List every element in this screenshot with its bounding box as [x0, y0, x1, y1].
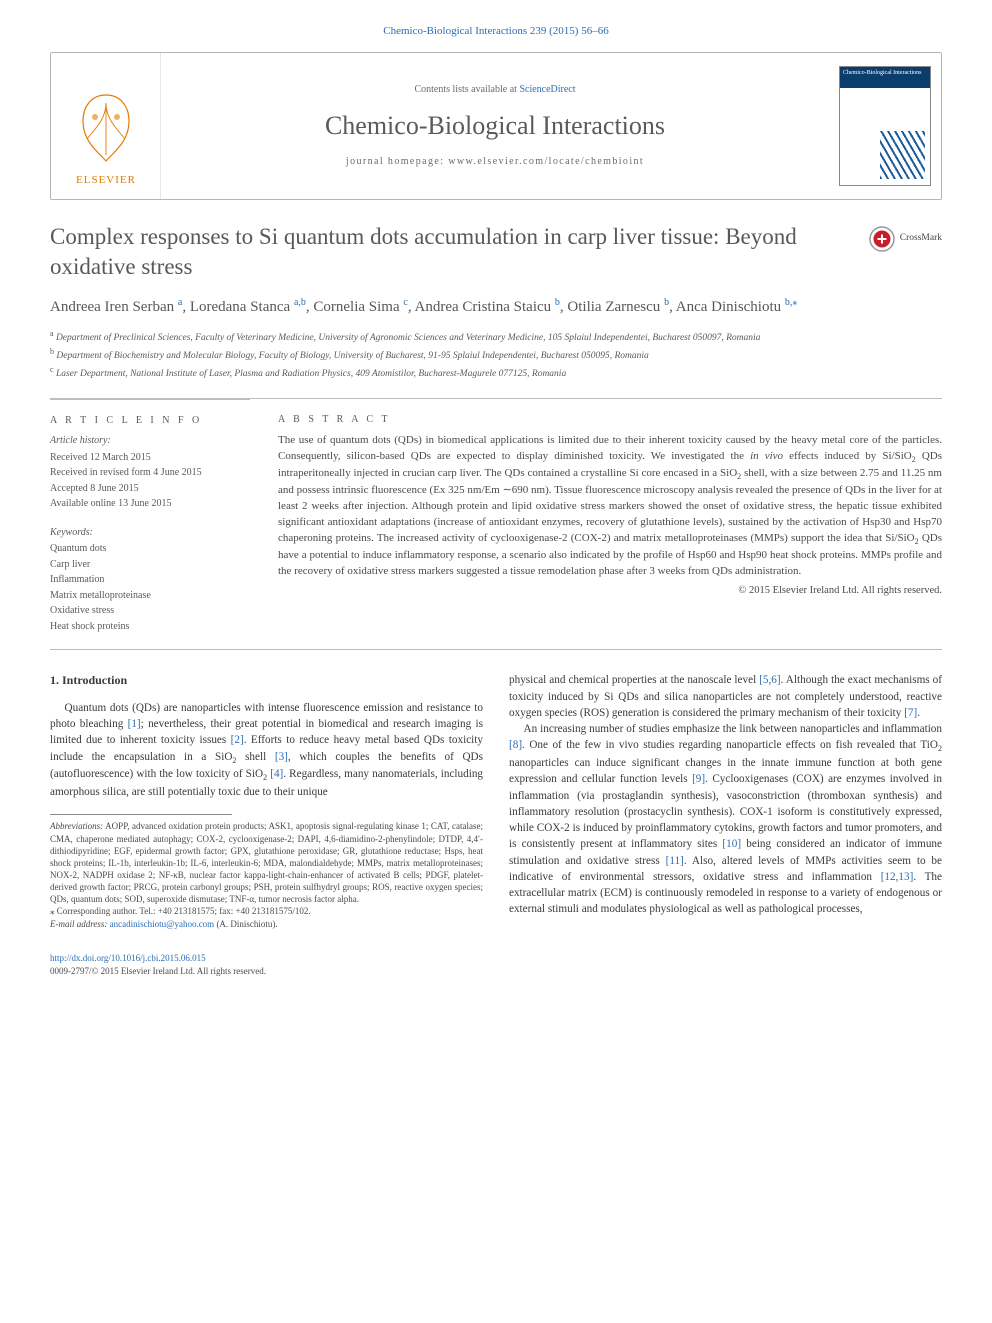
- article-info-heading: A R T I C L E I N F O: [50, 414, 250, 429]
- history-lines: Received 12 March 2015 Received in revis…: [50, 451, 250, 512]
- abbr-label: Abbreviations:: [50, 821, 103, 831]
- citation-link[interactable]: [7]: [904, 707, 917, 719]
- issn-line: 0009-2797/© 2015 Elsevier Ireland Ltd. A…: [50, 966, 266, 976]
- author-list: Andreea Iren Serban a, Loredana Stanca a…: [50, 295, 942, 319]
- author: Loredana Stanca a,b: [190, 299, 306, 315]
- journal-masthead: ELSEVIER Contents lists available at Sci…: [50, 52, 942, 200]
- keyword: Heat shock proteins: [50, 620, 250, 635]
- article-info-left: A R T I C L E I N F O Article history: R…: [50, 399, 250, 636]
- keyword: Carp liver: [50, 558, 250, 573]
- abstract-copyright: © 2015 Elsevier Ireland Ltd. All rights …: [278, 583, 942, 598]
- crossmark-label: CrossMark: [900, 232, 942, 246]
- keyword: Oxidative stress: [50, 604, 250, 619]
- doi-link[interactable]: http://dx.doi.org/10.1016/j.cbi.2015.06.…: [50, 953, 206, 963]
- citation-link[interactable]: [5,6]: [759, 674, 780, 686]
- contents-prefix: Contents lists available at: [414, 84, 519, 95]
- homepage-line: journal homepage: www.elsevier.com/locat…: [161, 155, 829, 170]
- body-para: physical and chemical properties at the …: [509, 672, 942, 721]
- citation-link[interactable]: [10]: [722, 838, 741, 850]
- crossmark-badge[interactable]: CrossMark: [869, 226, 942, 252]
- body-para: An increasing number of studies emphasiz…: [509, 721, 942, 917]
- citation-link[interactable]: [2]: [231, 734, 244, 746]
- affiliation: b Department of Biochemistry and Molecul…: [50, 346, 942, 364]
- citation-link[interactable]: [1]: [128, 718, 141, 730]
- contents-line: Contents lists available at ScienceDirec…: [161, 83, 829, 98]
- footnotes: Abbreviations: AOPP, advanced oxidation …: [50, 820, 483, 929]
- keyword: Inflammation: [50, 573, 250, 588]
- keyword: Quantum dots: [50, 542, 250, 557]
- history-line: Received in revised form 4 June 2015: [50, 466, 250, 481]
- author: Anca Dinischiotu b,⁎: [676, 299, 798, 315]
- citation-link[interactable]: [3]: [275, 751, 288, 763]
- keywords-heading: Keywords:: [50, 526, 250, 541]
- journal-name: Chemico-Biological Interactions: [161, 107, 829, 145]
- keyword: Matrix metalloproteinase: [50, 589, 250, 604]
- affiliation: a Department of Preclinical Sciences, Fa…: [50, 328, 942, 346]
- author: Andreea Iren Serban a: [50, 299, 182, 315]
- corresponding-note: ⁎ Corresponding author. Tel.: +40 213181…: [50, 905, 483, 917]
- homepage-url[interactable]: www.elsevier.com/locate/chembioint: [448, 156, 644, 167]
- citation-link[interactable]: [12,13]: [881, 871, 914, 883]
- publisher-logo-cell: ELSEVIER: [51, 53, 161, 199]
- citation-link[interactable]: [4]: [270, 768, 283, 780]
- author: Cornelia Sima c: [313, 299, 407, 315]
- journal-cover-thumb: Chemico-Biological Interactions: [839, 66, 931, 186]
- sciencedirect-link[interactable]: ScienceDirect: [519, 84, 575, 95]
- history-heading: Article history:: [50, 434, 250, 449]
- abstract-text: The use of quantum dots (QDs) in biomedi…: [278, 433, 942, 579]
- history-line: Accepted 8 June 2015: [50, 482, 250, 497]
- article-title: Complex responses to Si quantum dots acc…: [50, 222, 851, 282]
- footnote-rule: [50, 814, 232, 815]
- crossmark-icon: [869, 226, 895, 252]
- history-line: Available online 13 June 2015: [50, 497, 250, 512]
- article-info-block: A R T I C L E I N F O Article history: R…: [50, 398, 942, 651]
- email-link[interactable]: ancadinischiotu@yahoo.com: [110, 919, 215, 929]
- citation-link[interactable]: [9]: [692, 773, 705, 785]
- cover-cell: Chemico-Biological Interactions: [829, 53, 941, 199]
- author: Otilia Zarnescu b: [567, 299, 669, 315]
- cover-title: Chemico-Biological Interactions: [843, 69, 927, 78]
- homepage-prefix: journal homepage:: [346, 156, 448, 167]
- abstract-heading: A B S T R A C T: [278, 413, 942, 428]
- history-line: Received 12 March 2015: [50, 451, 250, 466]
- affiliations: a Department of Preclinical Sciences, Fa…: [50, 328, 942, 382]
- affiliation: c Laser Department, National Institute o…: [50, 364, 942, 382]
- masthead-center: Contents lists available at ScienceDirec…: [161, 53, 829, 199]
- abbreviations: Abbreviations: AOPP, advanced oxidation …: [50, 820, 483, 905]
- keywords-list: Quantum dots Carp liver Inflammation Mat…: [50, 542, 250, 634]
- running-header: Chemico-Biological Interactions 239 (201…: [50, 24, 942, 40]
- author: Andrea Cristina Staicu b: [415, 299, 560, 315]
- email-note: E-mail address: ancadinischiotu@yahoo.co…: [50, 918, 483, 930]
- svg-text:ELSEVIER: ELSEVIER: [76, 174, 136, 186]
- body-two-column: 1. Introduction Quantum dots (QDs) are n…: [50, 672, 942, 929]
- page-footer: http://dx.doi.org/10.1016/j.cbi.2015.06.…: [50, 952, 942, 978]
- abstract-block: A B S T R A C T The use of quantum dots …: [278, 413, 942, 636]
- corresponding-marker: ⁎: [792, 297, 797, 308]
- citation-link[interactable]: [8]: [509, 739, 522, 751]
- body-para: Quantum dots (QDs) are nanoparticles wit…: [50, 700, 483, 801]
- elsevier-logo: ELSEVIER: [65, 89, 147, 189]
- citation-link[interactable]: [11]: [666, 855, 684, 867]
- section-heading: 1. Introduction: [50, 672, 483, 689]
